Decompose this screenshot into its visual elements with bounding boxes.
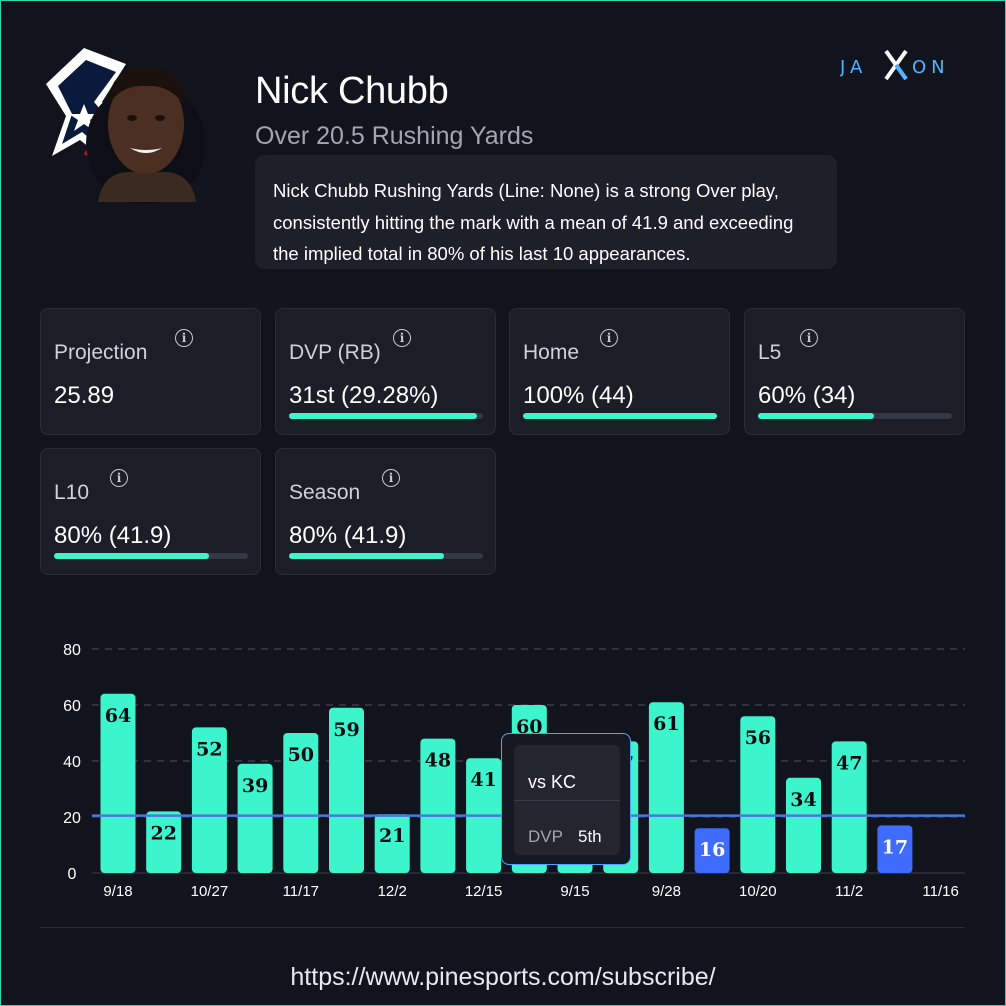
tooltip-dvp-label: DVP [528,827,563,846]
y-tick-label: 40 [63,754,81,771]
prop-line: Over 20.5 Rushing Yards [255,122,534,150]
stat-card-dvp: DVP (RB) i 31st (29.28%) [275,308,496,435]
bar-value-label: 17 [882,836,908,858]
player-avatar [46,48,204,204]
svg-text:ON: ON [912,57,950,78]
stat-value: 60% (34) [758,382,856,409]
bar-value-label: 39 [242,775,268,797]
bar [648,702,684,873]
progress-fill [54,553,210,559]
y-tick-label: 0 [68,866,77,883]
info-icon[interactable]: i [110,469,128,487]
bar-value-label: 21 [379,825,405,847]
bar-value-label: 52 [196,738,222,760]
x-tick-label: 9/18 [103,883,132,900]
bar-value-label: 61 [653,713,679,735]
stat-value: 80% (41.9) [289,522,407,549]
bar-value-label: 41 [470,769,496,791]
info-icon[interactable]: i [175,329,193,347]
stat-card-projection: Projection i 25.89 [40,308,261,435]
bar-value-label: 59 [333,719,359,741]
stat-card-season: Season i 80% (41.9) [275,448,496,575]
progress-track [758,413,952,419]
summary-text: Nick Chubb Rushing Yards (Line: None) is… [255,155,837,269]
bar-value-label: 64 [105,705,131,727]
bar [146,811,182,873]
stat-card-l5: L5 i 60% (34) [744,308,965,435]
tooltip-divider [514,800,620,801]
x-tick-label: 11/2 [835,883,863,900]
stat-label: L10 [54,481,90,504]
progress-track [289,553,483,559]
bar [374,814,410,873]
bar [420,738,456,873]
bar [694,828,730,873]
progress-track [54,553,248,559]
bar-value-label: 60 [516,716,542,738]
info-icon[interactable]: i [600,329,618,347]
stat-value: 31st (29.28%) [289,382,439,409]
bar-value-label: 16 [699,839,725,861]
x-tick-label: 12/2 [378,883,407,900]
bar [877,825,913,873]
footer-divider [40,927,965,928]
tooltip-opponent: vs KC [528,772,577,792]
bar [740,716,776,873]
stat-label: DVP (RB) [289,341,381,364]
bar [100,693,136,873]
bar [191,727,227,873]
bar-value-label: 22 [150,822,176,844]
stat-card-home: Home i 100% (44) [509,308,730,435]
x-tick-label: 9/15 [560,883,589,900]
bar [283,733,319,873]
bar-value-label: 48 [425,750,451,772]
svg-text:JA: JA [840,57,867,78]
x-tick-label: 11/17 [283,883,319,900]
stat-label: Projection [54,341,148,364]
progress-fill [758,413,875,419]
player-name: Nick Chubb [255,70,449,112]
info-icon[interactable]: i [393,329,411,347]
bar-value-label: 50 [288,744,314,766]
stat-card-l10: L10 i 80% (41.9) [40,448,261,575]
tooltip-panel: vs KC DVP 5th [514,745,620,855]
stat-value: 100% (44) [523,382,634,409]
bar-tooltip: vs KC DVP 5th [501,733,631,865]
bar [831,741,867,873]
bar [329,707,364,873]
info-icon[interactable]: i [382,469,400,487]
y-tick-label: 80 [63,642,81,659]
jaxon-brand-logo: JA ON [840,49,950,81]
progress-fill [289,553,445,559]
bar-value-label: 47 [836,752,862,774]
bar-value-label: 56 [745,727,771,749]
x-tick-label: 9/28 [652,883,681,900]
stat-value: 25.89 [54,382,115,409]
tooltip-dvp-value: 5th [578,827,602,846]
progress-fill [289,413,478,419]
stat-value: 80% (41.9) [54,522,172,549]
stat-label: Home [523,341,580,364]
subscribe-link[interactable]: https://www.pinesports.com/subscribe/ [290,963,716,991]
progress-track [523,413,717,419]
bar [237,763,273,873]
x-tick-label: 10/20 [739,883,777,900]
stat-label: L5 [758,341,782,364]
y-tick-label: 60 [63,698,81,715]
stat-label: Season [289,481,361,504]
x-tick-label: 11/16 [922,883,958,900]
x-tick-label: 12/15 [465,883,503,900]
bar-value-label: 34 [790,789,816,811]
bar [786,777,821,873]
y-tick-label: 20 [63,810,81,827]
progress-track [289,413,483,419]
info-icon[interactable]: i [800,329,818,347]
progress-fill [523,413,717,419]
x-tick-label: 10/27 [191,883,229,900]
